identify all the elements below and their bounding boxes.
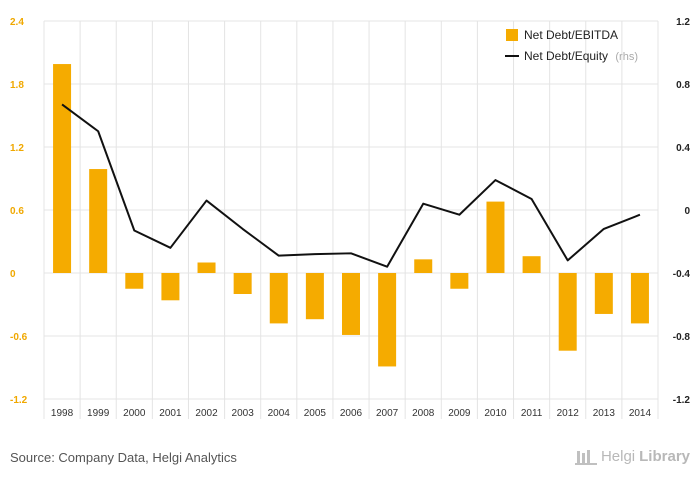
x-axis-tick-label: 2007 [376,408,399,419]
bar [53,64,72,273]
right-axis-tick-label: 0.4 [676,143,690,154]
bar [233,273,252,294]
bar [269,273,288,324]
x-axis-tick-label: 2003 [232,408,255,419]
x-axis-tick-label: 1999 [87,408,110,419]
bar [89,169,108,273]
x-axis-tick-label: 2002 [195,408,218,419]
legend-label-line: Net Debt/Equity [524,49,608,63]
legend: Net Debt/EBITDA Net Debt/Equity (rhs) [505,28,638,63]
left-axis-tick-label: -1.2 [10,395,28,406]
left-axis-tick-label: 2.4 [10,17,24,28]
legend-note-rhs: (rhs) [615,51,638,63]
line-series [61,103,641,268]
right-axis-tick-label: 0 [684,206,690,217]
x-axis-tick-label: 2009 [448,408,471,419]
right-axis-tick-label: 0.8 [676,80,690,91]
bar [161,273,180,301]
x-axis-tick-label: 2014 [629,408,652,419]
bar [522,256,541,273]
x-axis-tick-label: 2012 [557,408,580,419]
brand-name-light: Helgi [600,448,636,465]
bar [414,259,433,273]
x-axis-tick-label: 2005 [304,408,327,419]
bar [125,273,144,289]
x-axis-tick-label: 2011 [521,408,543,419]
x-axis-tick-label: 2001 [159,408,182,419]
bar [486,201,505,273]
x-axis-tick-label: 2008 [412,408,435,419]
axes: 2.4 1.2 1.8 0.8 1.2 0.4 0.6 0 0 -0.4 -0.6 -0.8 -1.2 -… [10,17,690,419]
bar [630,273,649,324]
left-axis-tick-label: 1.2 [10,143,24,154]
bar [305,273,324,320]
bar [594,273,613,314]
brand-name-bold: Library [639,448,690,465]
bar [558,273,577,351]
left-axis-tick-label: 0.6 [10,206,24,217]
bar-series [53,64,649,367]
left-axis-tick-label: -0.6 [10,332,28,343]
right-axis-tick-label: -0.8 [673,332,691,343]
source-note: Source: Company Data, Helgi Analytics [10,450,237,465]
legend-label-bar: Net Debt/EBITDA [524,28,618,42]
x-axis-tick-label: 2010 [484,408,507,419]
left-axis-tick-label: 1.8 [10,80,24,91]
line-path [61,103,641,268]
left-axis-tick-label: 0 [10,269,16,280]
right-axis-tick-label: -0.4 [673,269,691,280]
x-axis-tick-label: 2013 [593,408,616,419]
library-icon [574,449,597,465]
combo-chart: 2.4 1.2 1.8 0.8 1.2 0.4 0.6 0 0 -0.4 -0.6 -0.8 -1.2 -… [10,17,690,419]
svg-text:Net Debt/Equity (rhs): Net Debt/Equity (rhs) [524,49,638,63]
x-axis-tick-label: 2006 [340,408,363,419]
bar [450,273,469,289]
bar [378,273,397,367]
x-axis-tick-label: 2004 [268,408,291,419]
right-axis-tick-label: -1.2 [673,395,691,406]
bar [342,273,360,335]
brand-logo: Helgi Library [574,448,690,465]
bar [197,262,216,273]
right-axis-tick-label: 1.2 [676,17,690,28]
gridlines [43,20,659,419]
x-axis-tick-label: 1998 [51,408,74,419]
legend-swatch-bar [506,29,518,41]
x-axis-tick-label: 2000 [123,408,146,419]
